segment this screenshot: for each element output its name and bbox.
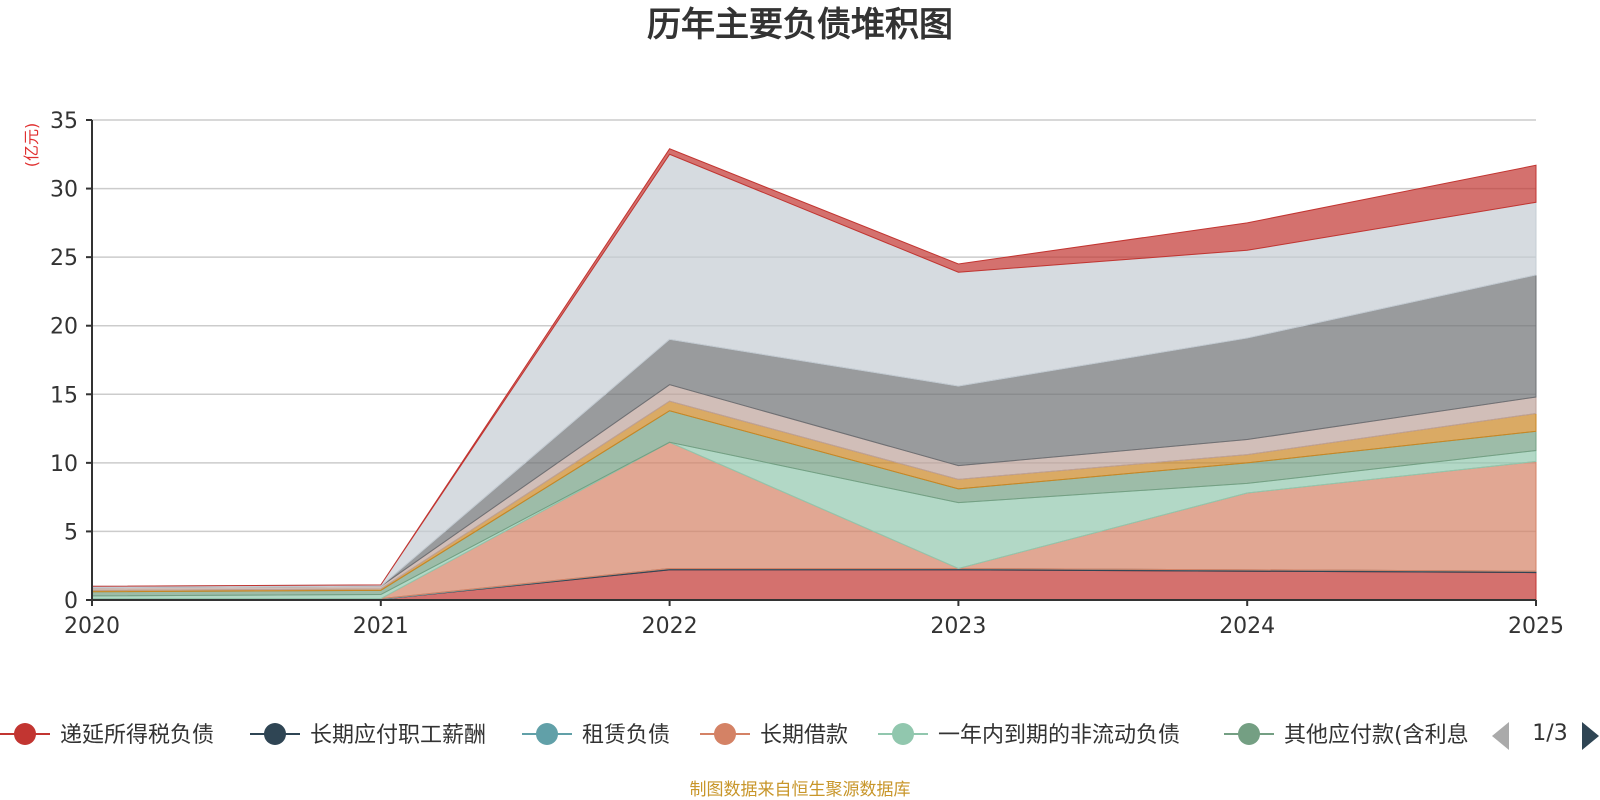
x-tick-labels: 2020 2021 2022 2023 2024 2025: [64, 614, 1564, 639]
y-tick-label: 0: [64, 589, 78, 614]
y-tick-label: 35: [50, 109, 78, 134]
legend-label: 长期应付职工薪酬: [310, 723, 486, 748]
x-tick-label: 2021: [353, 614, 409, 639]
y-tick-label: 15: [50, 383, 78, 408]
legend-pager: 1/3: [1492, 721, 1599, 750]
legend-item[interactable]: 长期借款: [700, 723, 848, 748]
legend-dot-icon: [714, 723, 736, 745]
x-tick-label: 2023: [930, 614, 986, 639]
x-tick-label: 2022: [642, 614, 698, 639]
legend-item[interactable]: 一年内到期的非流动负债: [878, 723, 1180, 748]
legend-dot-icon: [14, 723, 36, 745]
legend: 递延所得税负债 长期应付职工薪酬 租赁负债 长期借款 一年内到期的非流动负债 其他应付款(…: [0, 723, 1469, 748]
axes: [86, 119, 1537, 606]
legend-label: 租赁负债: [582, 723, 670, 748]
legend-item[interactable]: 递延所得税负债: [0, 723, 214, 748]
legend-label: 长期借款: [760, 723, 848, 748]
legend-next-icon[interactable]: [1582, 722, 1599, 750]
legend-page-indicator: 1/3: [1532, 721, 1567, 746]
y-axis-unit: (亿元): [22, 123, 41, 168]
x-tick-label: 2020: [64, 614, 120, 639]
y-tick-label: 30: [50, 178, 78, 203]
legend-dot-icon: [892, 723, 914, 745]
legend-dot-icon: [1238, 723, 1260, 745]
y-tick-label: 5: [64, 520, 78, 545]
data-source-note: 制图数据来自恒生聚源数据库: [690, 780, 911, 800]
legend-prev-icon[interactable]: [1492, 722, 1509, 750]
chart-title: 历年主要负债堆积图: [647, 5, 953, 45]
y-tick-labels: 0 5 10 15 20 25 30 35: [50, 109, 78, 614]
y-tick-label: 25: [50, 246, 78, 271]
area-series: [91, 148, 1537, 601]
area-series: [91, 148, 1537, 587]
legend-dot-icon: [536, 723, 558, 745]
y-tick-label: 20: [50, 315, 78, 340]
x-tick-label: 2024: [1219, 614, 1275, 639]
legend-dot-icon: [264, 723, 286, 745]
legend-item[interactable]: 其他应付款(含利息: [1224, 723, 1469, 748]
legend-label: 一年内到期的非流动负债: [938, 723, 1180, 748]
x-tick-label: 2025: [1508, 614, 1564, 639]
y-tick-label: 10: [50, 452, 78, 477]
legend-label: 递延所得税负债: [60, 723, 214, 748]
legend-item[interactable]: 长期应付职工薪酬: [250, 723, 486, 748]
legend-label: 其他应付款(含利息: [1284, 723, 1469, 748]
legend-item[interactable]: 租赁负债: [522, 723, 670, 748]
